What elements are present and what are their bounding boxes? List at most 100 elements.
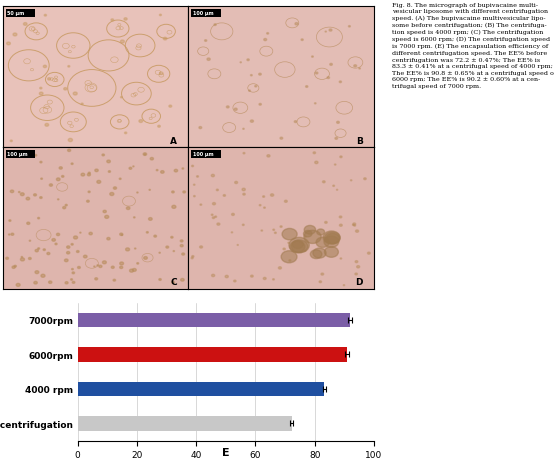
Circle shape bbox=[234, 280, 236, 282]
Circle shape bbox=[171, 237, 173, 239]
Circle shape bbox=[166, 246, 168, 249]
Circle shape bbox=[27, 223, 30, 225]
Circle shape bbox=[61, 176, 64, 178]
Circle shape bbox=[247, 60, 249, 62]
Circle shape bbox=[325, 247, 338, 257]
Circle shape bbox=[66, 246, 70, 249]
Circle shape bbox=[103, 211, 106, 213]
Circle shape bbox=[156, 170, 158, 171]
Circle shape bbox=[223, 195, 225, 197]
Circle shape bbox=[289, 238, 309, 253]
Circle shape bbox=[47, 253, 50, 255]
Circle shape bbox=[158, 126, 160, 128]
Circle shape bbox=[18, 192, 20, 193]
Circle shape bbox=[121, 97, 122, 99]
Circle shape bbox=[326, 234, 340, 244]
Circle shape bbox=[280, 138, 283, 140]
Circle shape bbox=[14, 266, 17, 268]
Circle shape bbox=[38, 218, 39, 219]
Circle shape bbox=[10, 141, 12, 142]
Circle shape bbox=[95, 278, 98, 280]
Circle shape bbox=[322, 181, 325, 184]
FancyBboxPatch shape bbox=[6, 10, 35, 17]
FancyBboxPatch shape bbox=[191, 10, 221, 17]
Circle shape bbox=[64, 259, 68, 262]
Circle shape bbox=[9, 220, 11, 222]
Circle shape bbox=[340, 258, 342, 259]
Circle shape bbox=[29, 241, 30, 242]
Bar bbox=[78, 382, 325, 396]
Circle shape bbox=[105, 216, 109, 219]
Circle shape bbox=[95, 170, 98, 172]
Circle shape bbox=[321, 274, 324, 275]
Circle shape bbox=[149, 190, 150, 191]
Circle shape bbox=[284, 201, 288, 203]
Circle shape bbox=[242, 224, 244, 226]
Circle shape bbox=[120, 263, 124, 265]
Circle shape bbox=[163, 38, 167, 41]
Circle shape bbox=[130, 269, 134, 273]
Circle shape bbox=[211, 175, 214, 177]
Circle shape bbox=[120, 41, 124, 44]
Circle shape bbox=[214, 25, 216, 27]
Circle shape bbox=[193, 185, 195, 186]
Circle shape bbox=[48, 78, 51, 81]
Circle shape bbox=[304, 231, 321, 244]
Circle shape bbox=[180, 245, 183, 247]
Circle shape bbox=[237, 245, 238, 246]
Circle shape bbox=[215, 217, 217, 218]
Text: D: D bbox=[355, 277, 363, 286]
Circle shape bbox=[182, 253, 184, 256]
Circle shape bbox=[89, 233, 93, 235]
Circle shape bbox=[225, 276, 228, 278]
Circle shape bbox=[137, 263, 138, 264]
Circle shape bbox=[172, 282, 175, 284]
Circle shape bbox=[267, 155, 270, 158]
Circle shape bbox=[273, 279, 274, 280]
Circle shape bbox=[355, 274, 357, 275]
Circle shape bbox=[81, 174, 85, 177]
Circle shape bbox=[55, 244, 57, 245]
Circle shape bbox=[80, 233, 81, 234]
Circle shape bbox=[283, 248, 285, 250]
Text: 100 μm: 100 μm bbox=[193, 152, 214, 157]
Circle shape bbox=[40, 88, 42, 90]
Circle shape bbox=[191, 258, 193, 259]
Circle shape bbox=[139, 120, 143, 123]
Circle shape bbox=[20, 258, 24, 261]
Circle shape bbox=[102, 155, 105, 157]
Circle shape bbox=[16, 284, 20, 287]
Circle shape bbox=[359, 69, 360, 70]
Circle shape bbox=[282, 229, 297, 241]
Circle shape bbox=[97, 265, 99, 266]
Circle shape bbox=[315, 73, 318, 75]
Circle shape bbox=[234, 109, 237, 111]
Circle shape bbox=[65, 282, 68, 284]
Circle shape bbox=[121, 235, 122, 236]
Circle shape bbox=[367, 252, 370, 255]
Circle shape bbox=[217, 224, 220, 226]
Circle shape bbox=[172, 206, 176, 209]
Circle shape bbox=[340, 224, 342, 227]
Circle shape bbox=[57, 179, 60, 181]
Circle shape bbox=[335, 165, 336, 166]
Circle shape bbox=[43, 249, 45, 251]
Circle shape bbox=[329, 30, 332, 32]
Circle shape bbox=[110, 193, 114, 196]
Circle shape bbox=[293, 241, 303, 249]
Circle shape bbox=[126, 248, 130, 252]
Circle shape bbox=[159, 253, 160, 254]
Circle shape bbox=[72, 272, 75, 274]
Circle shape bbox=[20, 193, 24, 196]
Circle shape bbox=[217, 190, 218, 191]
Circle shape bbox=[240, 63, 242, 64]
Circle shape bbox=[327, 78, 330, 79]
Circle shape bbox=[11, 190, 14, 193]
Circle shape bbox=[150, 158, 153, 161]
Circle shape bbox=[28, 258, 31, 260]
Circle shape bbox=[273, 230, 275, 231]
Circle shape bbox=[325, 32, 326, 33]
Circle shape bbox=[305, 237, 306, 238]
Circle shape bbox=[316, 238, 329, 248]
Circle shape bbox=[291, 241, 308, 253]
